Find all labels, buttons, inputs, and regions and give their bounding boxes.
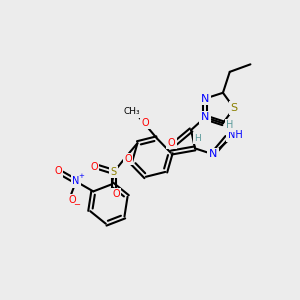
Text: N: N (201, 112, 209, 122)
Text: N: N (201, 94, 209, 103)
Text: S: S (111, 167, 117, 177)
Text: +: + (78, 173, 84, 179)
Text: N: N (209, 149, 217, 159)
Text: O: O (112, 189, 120, 199)
Text: CH₃: CH₃ (124, 107, 141, 116)
Text: O: O (168, 138, 176, 148)
Text: O: O (68, 195, 76, 206)
Text: N: N (72, 176, 80, 186)
Text: H: H (226, 120, 234, 130)
Text: O: O (124, 154, 132, 164)
Text: O: O (54, 167, 62, 176)
Text: H: H (195, 134, 201, 143)
Text: N: N (201, 112, 209, 122)
Text: O: O (90, 162, 98, 172)
Text: NH: NH (228, 130, 242, 140)
Text: O: O (142, 118, 149, 128)
Text: −: − (74, 200, 80, 209)
Text: S: S (230, 103, 238, 113)
